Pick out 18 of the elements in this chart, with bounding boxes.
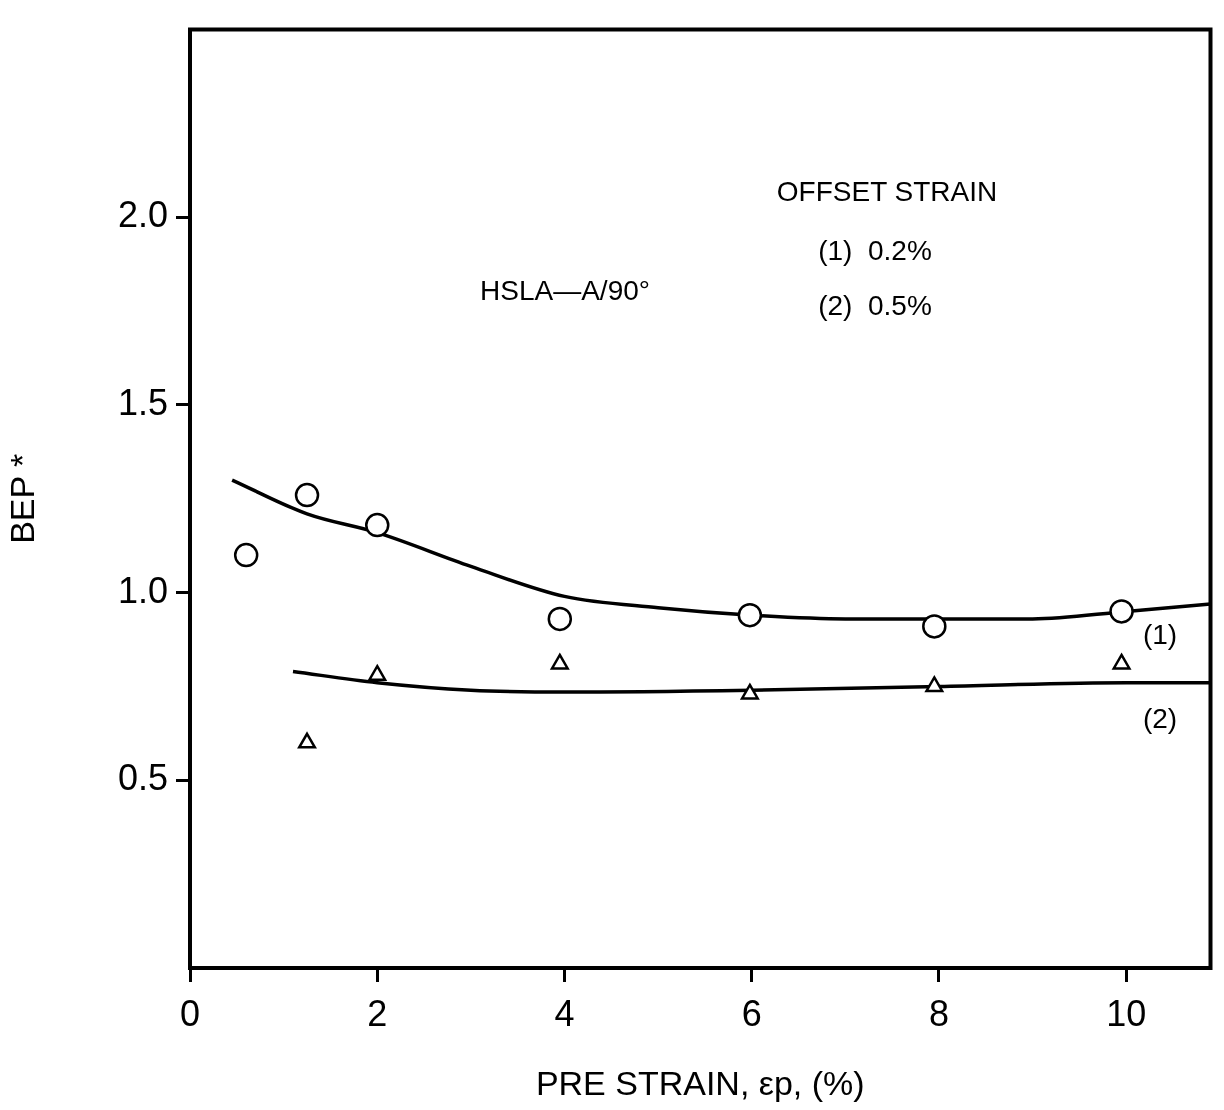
x-tick-label: 8 [928, 992, 950, 1034]
x-tick-label: 6 [741, 992, 762, 1034]
y-tick-label: 1.0 [117, 569, 168, 611]
x-tick-label: 10 [1106, 992, 1147, 1034]
annotation: (2) 0.5% [818, 289, 932, 321]
x-tick-label: 2 [367, 992, 388, 1034]
x-tick-label: 4 [554, 992, 575, 1034]
y-axis-title: BEP * [2, 453, 41, 544]
x-axis-title: PRE STRAIN, εp, (%) [535, 1063, 865, 1102]
y-tick-label: 1.5 [117, 381, 168, 423]
annotation: (2) [1142, 702, 1178, 734]
annotation: (1) [1142, 618, 1178, 650]
annotation: (1) 0.2% [818, 234, 932, 266]
annotation: HSLA—A/90° [480, 274, 650, 306]
y-tick-label: 2.0 [117, 194, 168, 236]
y-tick-label: 0.5 [117, 757, 168, 799]
annotation: OFFSET STRAIN [776, 175, 998, 207]
x-tick-label: 0 [179, 992, 201, 1034]
